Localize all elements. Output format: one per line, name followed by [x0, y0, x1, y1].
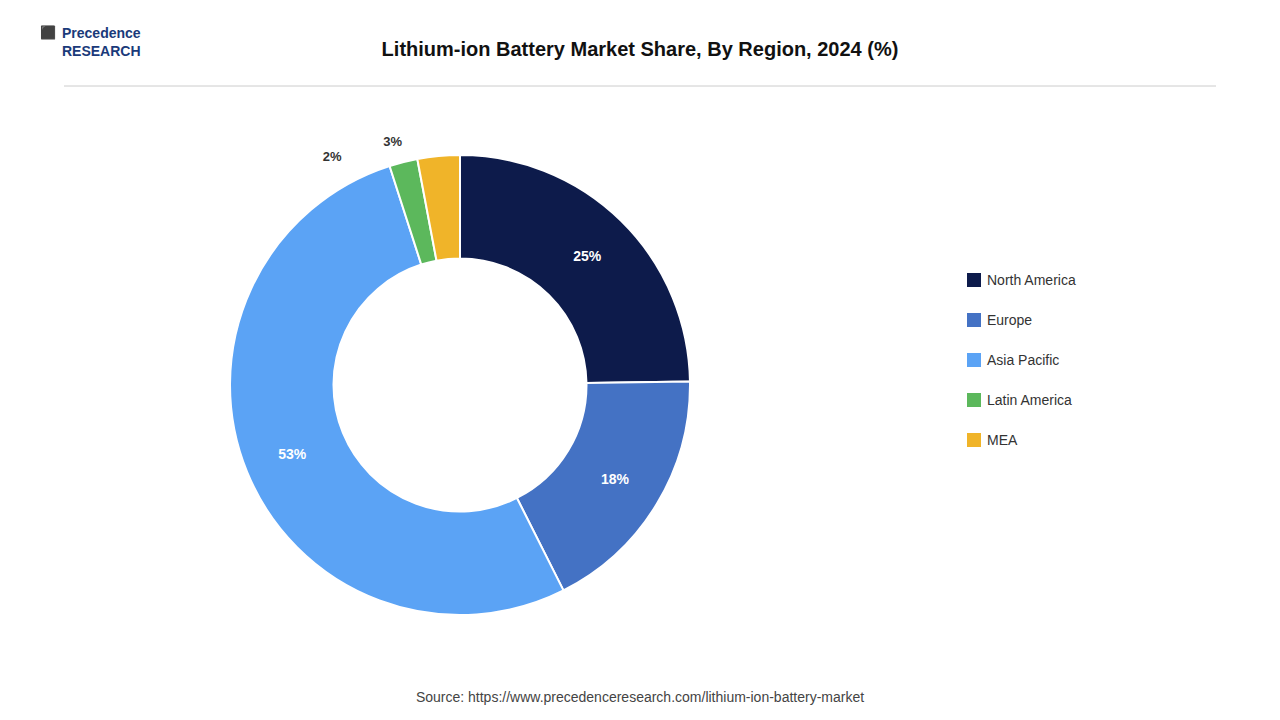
svg-text:RESEARCH: RESEARCH [62, 43, 141, 59]
svg-text:⬛: ⬛ [40, 25, 56, 40]
svg-text:Europe: Europe [987, 312, 1032, 328]
svg-text:Asia Pacific: Asia Pacific [987, 352, 1059, 368]
svg-text:53%: 53% [278, 446, 307, 462]
svg-text:Latin America: Latin America [987, 392, 1072, 408]
svg-text:North America: North America [987, 272, 1076, 288]
svg-text:18%: 18% [601, 471, 630, 487]
svg-text:Source: https://www.precedence: Source: https://www.precedenceresearch.c… [416, 689, 864, 705]
svg-text:2%: 2% [323, 149, 342, 164]
svg-text:3%: 3% [383, 134, 402, 149]
svg-text:Precedence: Precedence [62, 25, 141, 41]
svg-text:Lithium-ion Battery Market Sha: Lithium-ion Battery Market Share, By Reg… [382, 38, 899, 60]
svg-text:25%: 25% [573, 248, 602, 264]
svg-text:MEA: MEA [987, 432, 1018, 448]
